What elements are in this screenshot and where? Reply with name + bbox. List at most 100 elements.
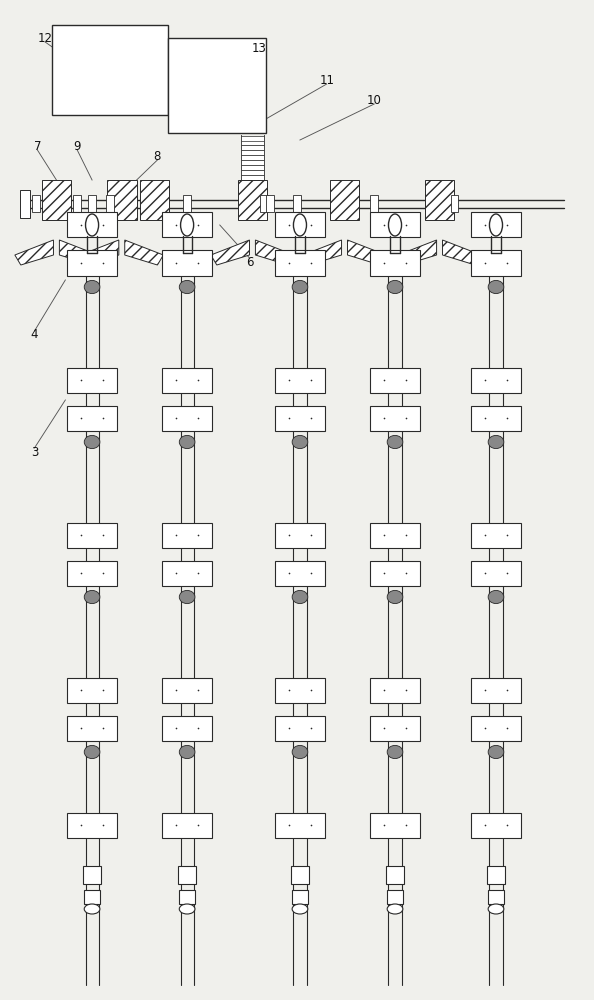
Bar	[470, 522, 522, 548]
Text: 13: 13	[252, 41, 267, 54]
Bar	[241, 135, 264, 140]
Bar	[470, 367, 522, 392]
Bar	[162, 715, 213, 740]
Bar	[67, 715, 117, 740]
Bar	[241, 180, 264, 185]
Text: 4: 4	[31, 328, 38, 342]
Bar	[451, 195, 459, 212]
Bar	[67, 812, 117, 838]
Bar	[369, 406, 420, 430]
Bar	[470, 715, 522, 740]
Ellipse shape	[292, 590, 308, 604]
Bar	[488, 890, 504, 904]
Ellipse shape	[84, 280, 100, 294]
Polygon shape	[303, 240, 342, 265]
Ellipse shape	[179, 904, 195, 914]
Text: 6: 6	[246, 255, 253, 268]
Bar	[274, 678, 326, 702]
Ellipse shape	[488, 435, 504, 449]
Bar	[162, 406, 213, 430]
Bar	[386, 866, 404, 884]
Ellipse shape	[488, 904, 504, 914]
Bar	[470, 406, 522, 430]
Ellipse shape	[84, 435, 100, 449]
Ellipse shape	[292, 280, 308, 294]
Ellipse shape	[292, 745, 308, 759]
Bar	[67, 212, 117, 237]
Polygon shape	[59, 240, 98, 265]
Ellipse shape	[388, 214, 402, 236]
Bar	[162, 812, 213, 838]
Bar	[162, 212, 213, 237]
Bar	[369, 560, 420, 585]
Ellipse shape	[86, 214, 99, 236]
Bar	[162, 678, 213, 702]
Ellipse shape	[179, 745, 195, 759]
Bar	[67, 406, 117, 430]
Bar	[140, 180, 169, 220]
Polygon shape	[15, 240, 53, 265]
Bar	[83, 866, 101, 884]
Bar	[162, 250, 213, 275]
Bar	[179, 890, 195, 904]
Bar	[178, 866, 196, 884]
Bar	[470, 560, 522, 585]
Ellipse shape	[179, 590, 195, 604]
Ellipse shape	[387, 745, 403, 759]
Bar	[274, 522, 326, 548]
Polygon shape	[125, 240, 163, 265]
Text: 8: 8	[154, 150, 161, 163]
Polygon shape	[347, 240, 386, 265]
Bar	[162, 522, 213, 548]
Bar	[369, 367, 420, 392]
Bar	[274, 367, 326, 392]
Bar	[470, 678, 522, 702]
Text: 3: 3	[31, 446, 38, 458]
Bar	[238, 180, 267, 220]
Bar	[293, 195, 301, 212]
Bar	[67, 560, 117, 585]
Polygon shape	[211, 240, 249, 265]
Ellipse shape	[488, 590, 504, 604]
Bar	[369, 522, 420, 548]
Text: 12: 12	[37, 31, 53, 44]
Bar	[274, 250, 326, 275]
Polygon shape	[255, 240, 294, 265]
Ellipse shape	[84, 745, 100, 759]
Bar	[487, 866, 505, 884]
Ellipse shape	[84, 904, 100, 914]
Bar	[369, 812, 420, 838]
Bar	[371, 195, 378, 212]
Bar	[84, 890, 100, 904]
Bar	[274, 715, 326, 740]
Text: 9: 9	[74, 140, 81, 153]
Bar	[183, 195, 191, 212]
Bar	[241, 145, 264, 150]
Ellipse shape	[179, 280, 195, 294]
Bar	[470, 212, 522, 237]
Bar	[274, 560, 326, 585]
Bar	[330, 180, 359, 220]
Bar	[241, 140, 264, 145]
Bar	[274, 406, 326, 430]
Text: 11: 11	[319, 74, 334, 87]
Ellipse shape	[84, 590, 100, 604]
Bar	[42, 180, 71, 220]
Ellipse shape	[387, 904, 403, 914]
Bar	[292, 890, 308, 904]
Polygon shape	[443, 240, 481, 265]
Bar	[106, 195, 114, 212]
Bar	[241, 155, 264, 160]
Bar	[387, 890, 403, 904]
Ellipse shape	[292, 904, 308, 914]
Bar	[241, 175, 264, 180]
Text: 7: 7	[34, 140, 41, 153]
Bar	[274, 812, 326, 838]
Ellipse shape	[293, 214, 307, 236]
Bar	[241, 170, 264, 175]
Bar	[369, 715, 420, 740]
Ellipse shape	[488, 745, 504, 759]
Bar	[88, 195, 96, 212]
Bar	[241, 189, 264, 194]
Bar	[67, 522, 117, 548]
